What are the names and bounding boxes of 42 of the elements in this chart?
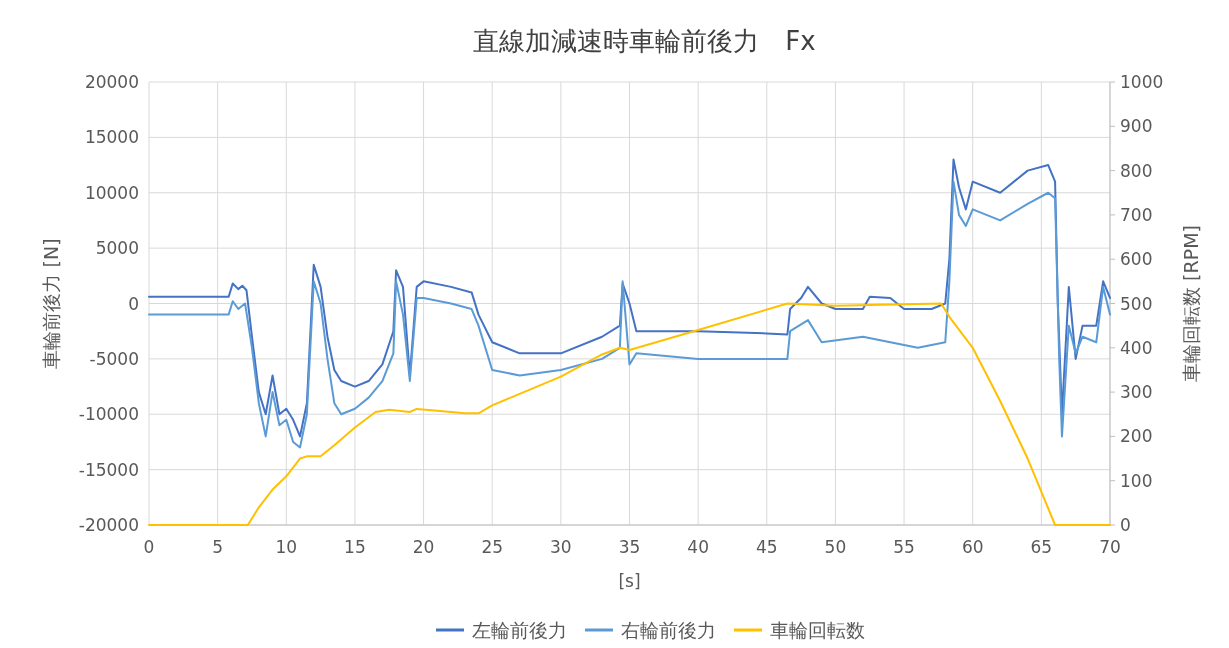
y2-tick-label: 600 (1120, 249, 1153, 270)
legend-label: 右輪前後力 (621, 619, 716, 641)
y-tick-label: -15000 (78, 459, 139, 480)
y2-tick-label: 400 (1120, 337, 1153, 358)
y-tick-label: 5000 (95, 238, 139, 259)
x-tick-label: 70 (1099, 537, 1121, 557)
y-tick-label: -10000 (78, 404, 139, 425)
y2-tick-label: 100 (1120, 470, 1153, 491)
x-tick-label: 45 (755, 537, 778, 557)
x-tick-label: 15 (344, 537, 366, 557)
x-tick-label: 25 (481, 537, 504, 557)
y-axis-title: 車輪前後力 [N] (40, 238, 62, 369)
y-tick-label: 0 (128, 293, 139, 314)
y2-tick-label: 300 (1120, 382, 1153, 403)
x-tick-label: 35 (618, 537, 641, 557)
y2-tick-label: 200 (1120, 426, 1153, 447)
x-tick-label: 50 (824, 537, 847, 557)
x-tick-label: 40 (687, 537, 709, 557)
y2-tick-label: 700 (1120, 204, 1153, 225)
y2-tick-label: 900 (1120, 116, 1153, 137)
y-tick-label: 10000 (84, 182, 139, 203)
chart-title: 直線加減速時車輪前後力 Fx (473, 26, 816, 56)
x-tick-label: 30 (550, 537, 572, 557)
y2-tick-label: 0 (1120, 515, 1131, 535)
y-tick-label: 20000 (84, 72, 139, 92)
x-tick-label: 20 (412, 537, 435, 557)
x-tick-label: 10 (275, 537, 298, 557)
legend-label: 左輪前後力 (472, 619, 567, 641)
y2-tick-label: 800 (1120, 160, 1153, 181)
x-tick-label: 5 (212, 537, 224, 557)
y-tick-label: -5000 (89, 348, 139, 369)
x-tick-label: 0 (143, 537, 155, 557)
x-axis-title: [s] (618, 571, 641, 591)
y-tick-label: 15000 (84, 127, 139, 148)
y-tick-label: -20000 (78, 515, 139, 535)
x-tick-label: 65 (1030, 537, 1053, 557)
y2-tick-label: 1000 (1120, 72, 1164, 92)
x-tick-label: 60 (961, 537, 984, 557)
y2-axis-title: 車輪回転数 [RPM] (1180, 225, 1202, 382)
y2-tick-label: 500 (1120, 293, 1153, 314)
x-tick-label: 55 (893, 537, 915, 557)
legend-label: 車輪回転数 (770, 619, 865, 641)
